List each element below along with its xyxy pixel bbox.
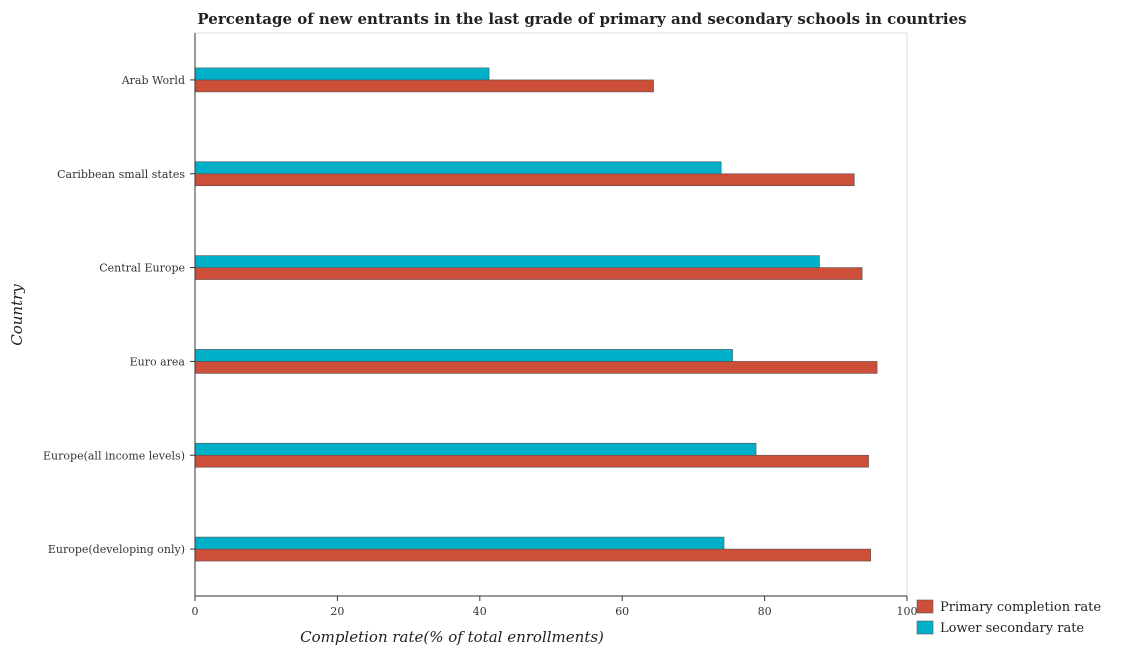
- x-tick-label: 80: [758, 605, 772, 618]
- x-axis-title: Completion rate(% of total enrollments): [300, 628, 604, 646]
- legend: Primary completion rate Lower secondary r…: [916, 599, 1101, 636]
- x-tick-label: 100: [897, 605, 918, 618]
- bar-primary: [194, 267, 863, 280]
- y-axis: Arab World Caribbean small states Central …: [43, 33, 196, 596]
- bar-lower-secondary: [194, 536, 725, 550]
- bar-primary: [194, 79, 654, 93]
- legend-swatch: [916, 620, 934, 635]
- bar-primary: [194, 173, 855, 187]
- bar-primary: [194, 361, 878, 374]
- bar-lower-secondary: [194, 67, 490, 81]
- legend-label: Primary completion rate: [940, 600, 1101, 615]
- x-tick-label: 0: [192, 605, 199, 618]
- bars: [194, 67, 878, 562]
- y-tick-label: Caribbean small states: [57, 168, 185, 181]
- y-tick-label: Europe(all income levels): [43, 449, 185, 462]
- y-tick-label: Euro area: [130, 355, 186, 368]
- bar-lower-secondary: [194, 255, 820, 268]
- bar-lower-secondary: [194, 442, 757, 456]
- y-tick-label: Arab World: [121, 74, 185, 87]
- legend-swatch: [916, 599, 934, 614]
- legend-label: Lower secondary rate: [940, 621, 1084, 636]
- x-tick-label: 40: [473, 605, 487, 618]
- x-tick-label: 60: [615, 605, 629, 618]
- chart-title: Percentage of new entrants in the last g…: [197, 10, 966, 28]
- bar-lower-secondary: [194, 161, 722, 175]
- y-tick-label: Europe(developing only): [48, 543, 185, 556]
- bar-primary: [194, 548, 871, 562]
- bar-primary: [194, 454, 869, 468]
- y-axis-title: Country: [8, 284, 26, 346]
- y-tick-label: Central Europe: [99, 262, 185, 275]
- plot-area: [194, 32, 908, 597]
- bar-lower-secondary: [194, 349, 733, 362]
- x-tick-label: 20: [330, 605, 344, 618]
- x-axis: 0 20 40 60 80 100: [192, 595, 918, 618]
